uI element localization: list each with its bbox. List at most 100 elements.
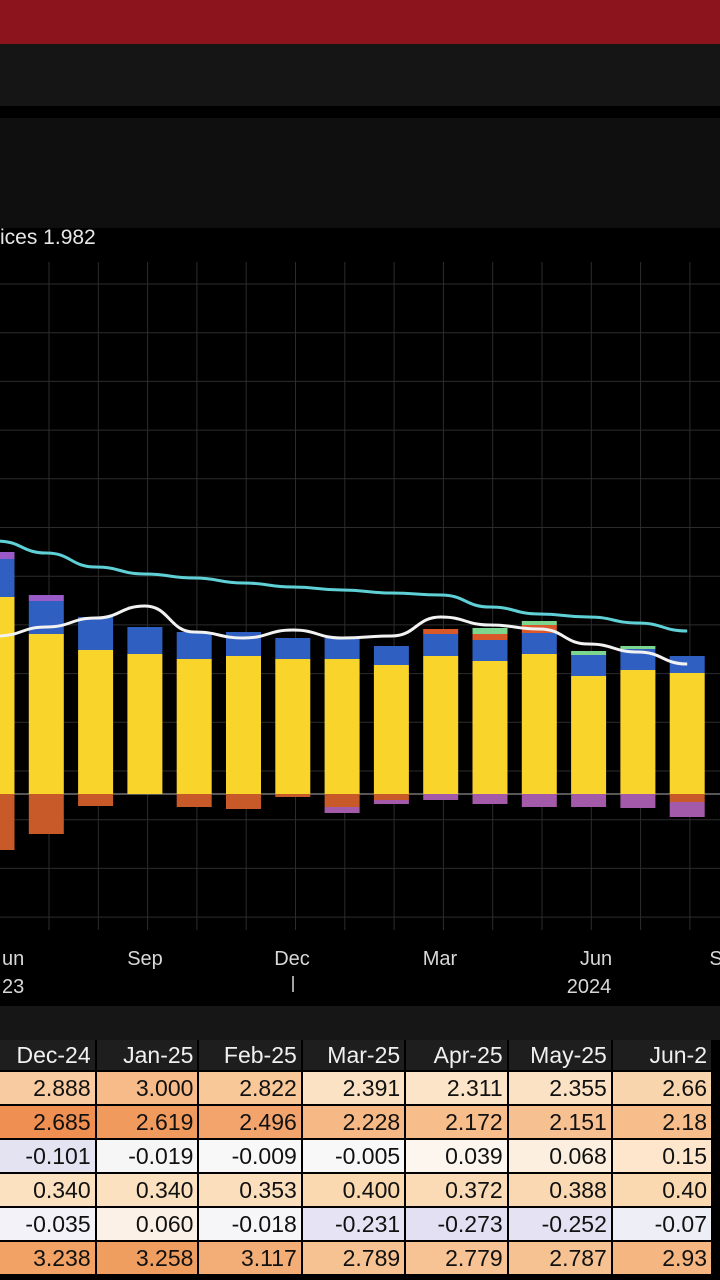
bar-segment xyxy=(373,794,409,800)
bar-segment xyxy=(472,640,508,661)
x-tick-label: un xyxy=(2,948,24,970)
bar-segment xyxy=(669,802,705,817)
table-cell: 3.258 xyxy=(95,1240,200,1274)
bar-segment xyxy=(176,632,212,659)
table-row: -0.101 -0.019 -0.009 -0.005 0.039 0.068 0.15 xyxy=(0,1138,714,1173)
bar-segment xyxy=(28,595,64,601)
table-cell: 0.388 xyxy=(507,1172,613,1207)
bar-segment xyxy=(275,638,311,659)
x-axis-labels: un Sep Dec Mar Jun S 23 2024 xyxy=(2,948,720,998)
chart-grid xyxy=(0,262,720,930)
bar-segment xyxy=(324,807,360,813)
table-cell: 2.822 xyxy=(198,1070,303,1105)
x-tick-label: Sep xyxy=(127,948,163,970)
table-cell: 0.060 xyxy=(95,1206,200,1241)
bar-segment xyxy=(0,552,15,559)
bar-segment xyxy=(620,794,656,808)
bar-segment xyxy=(669,794,705,802)
table-row: 0.340 0.340 0.353 0.400 0.372 0.388 0.40 xyxy=(0,1172,714,1207)
table-cell: 0.039 xyxy=(405,1138,509,1173)
bar-segment xyxy=(521,621,557,625)
table-cell: -0.019 xyxy=(95,1138,200,1173)
bar-segment xyxy=(472,794,508,804)
bar-segment xyxy=(373,665,409,794)
bar-segment xyxy=(669,673,705,794)
bar-segment xyxy=(78,650,114,794)
bar-segment xyxy=(28,634,64,794)
table-cell: -0.252 xyxy=(507,1206,613,1241)
table-column-header: Apr-25 xyxy=(405,1040,509,1071)
x-tick-label: Mar xyxy=(423,948,458,970)
table-cell: 2.18 xyxy=(611,1104,714,1139)
table-row: 2.888 3.000 2.822 2.391 2.311 2.355 2.66 xyxy=(0,1070,714,1105)
table-cell: 3.117 xyxy=(198,1240,303,1274)
table-cell: -0.231 xyxy=(301,1206,407,1241)
table-cell: 2.779 xyxy=(405,1240,509,1274)
bar-segment xyxy=(571,655,607,676)
bar-segment xyxy=(472,634,508,640)
bar-segment xyxy=(176,794,212,807)
table-row: 2.685 2.619 2.496 2.228 2.172 2.151 2.18 xyxy=(0,1104,714,1139)
bar-segment xyxy=(571,794,607,807)
table-column-header: Jun-2 xyxy=(611,1040,714,1071)
table-cell: 0.15 xyxy=(611,1138,714,1173)
table-row: 3.238 3.258 3.117 2.789 2.779 2.787 2.93 xyxy=(0,1240,714,1274)
bar-segment xyxy=(275,794,311,797)
bar-segment xyxy=(620,649,656,670)
bar-segment xyxy=(521,794,557,807)
bar-segment xyxy=(0,559,15,597)
bar-segment xyxy=(127,654,163,794)
table-column-header: Jan-25 xyxy=(95,1040,200,1071)
table-cell: -0.101 xyxy=(0,1138,97,1173)
table-body: 2.888 3.000 2.822 2.391 2.311 2.355 2.66 2.685 2… xyxy=(0,1070,714,1274)
table-header-row: Dec-24 Jan-25 Feb-25 Mar-25 Apr-25 May-25 Jun-… xyxy=(0,1040,714,1071)
table-column-header: Dec-24 xyxy=(0,1040,97,1071)
bar-segment xyxy=(423,629,459,634)
bar-segment xyxy=(472,628,508,634)
header-panel xyxy=(0,118,720,228)
table-cell: 2.888 xyxy=(0,1070,97,1105)
bar-segment xyxy=(324,794,360,807)
table-cell: 2.496 xyxy=(198,1104,303,1139)
series-line xyxy=(0,604,688,666)
table-cell: 0.40 xyxy=(611,1172,714,1207)
table-cell: 0.068 xyxy=(507,1138,613,1173)
toolbar xyxy=(0,44,720,106)
bar-segment xyxy=(620,646,656,649)
title-bar xyxy=(0,0,720,44)
table-cell: -0.005 xyxy=(301,1138,407,1173)
legend-entry: ices 1.982 xyxy=(0,226,96,249)
bar-segment xyxy=(176,659,212,794)
chart-bars xyxy=(0,552,705,850)
table-cell: 2.151 xyxy=(507,1104,613,1139)
x-year-label: 2024 xyxy=(567,976,612,998)
x-tick-label: Dec xyxy=(274,948,310,970)
table-cell: 2.172 xyxy=(405,1104,509,1139)
table-row: -0.035 0.060 -0.018 -0.231 -0.273 -0.252 -0.07 xyxy=(0,1206,714,1241)
bar-segment xyxy=(324,659,360,794)
bar-segment xyxy=(275,659,311,794)
table-cell: 2.311 xyxy=(405,1070,509,1105)
bar-segment xyxy=(78,617,114,650)
bar-segment xyxy=(423,634,459,656)
table-cell: -0.07 xyxy=(611,1206,714,1241)
bar-segment xyxy=(78,794,114,806)
table-cell: 0.372 xyxy=(405,1172,509,1207)
bar-segment xyxy=(571,651,607,655)
table-cell: 2.787 xyxy=(507,1240,613,1274)
bar-segment xyxy=(620,670,656,794)
x-tick-label: S xyxy=(709,948,720,970)
bar-segment xyxy=(28,794,64,834)
bar-segment xyxy=(0,597,15,794)
table-cell: 3.238 xyxy=(0,1240,97,1274)
bar-segment xyxy=(521,633,557,654)
table-cell: 2.228 xyxy=(301,1104,407,1139)
bar-segment xyxy=(127,627,163,654)
x-year-label: 23 xyxy=(2,976,24,998)
bar-segment xyxy=(373,646,409,665)
table-cell: -0.009 xyxy=(198,1138,303,1173)
table-cell: 0.340 xyxy=(95,1172,200,1207)
table-cell: 2.391 xyxy=(301,1070,407,1105)
table-cell: 2.66 xyxy=(611,1070,714,1105)
table-cell: 3.000 xyxy=(95,1070,200,1105)
